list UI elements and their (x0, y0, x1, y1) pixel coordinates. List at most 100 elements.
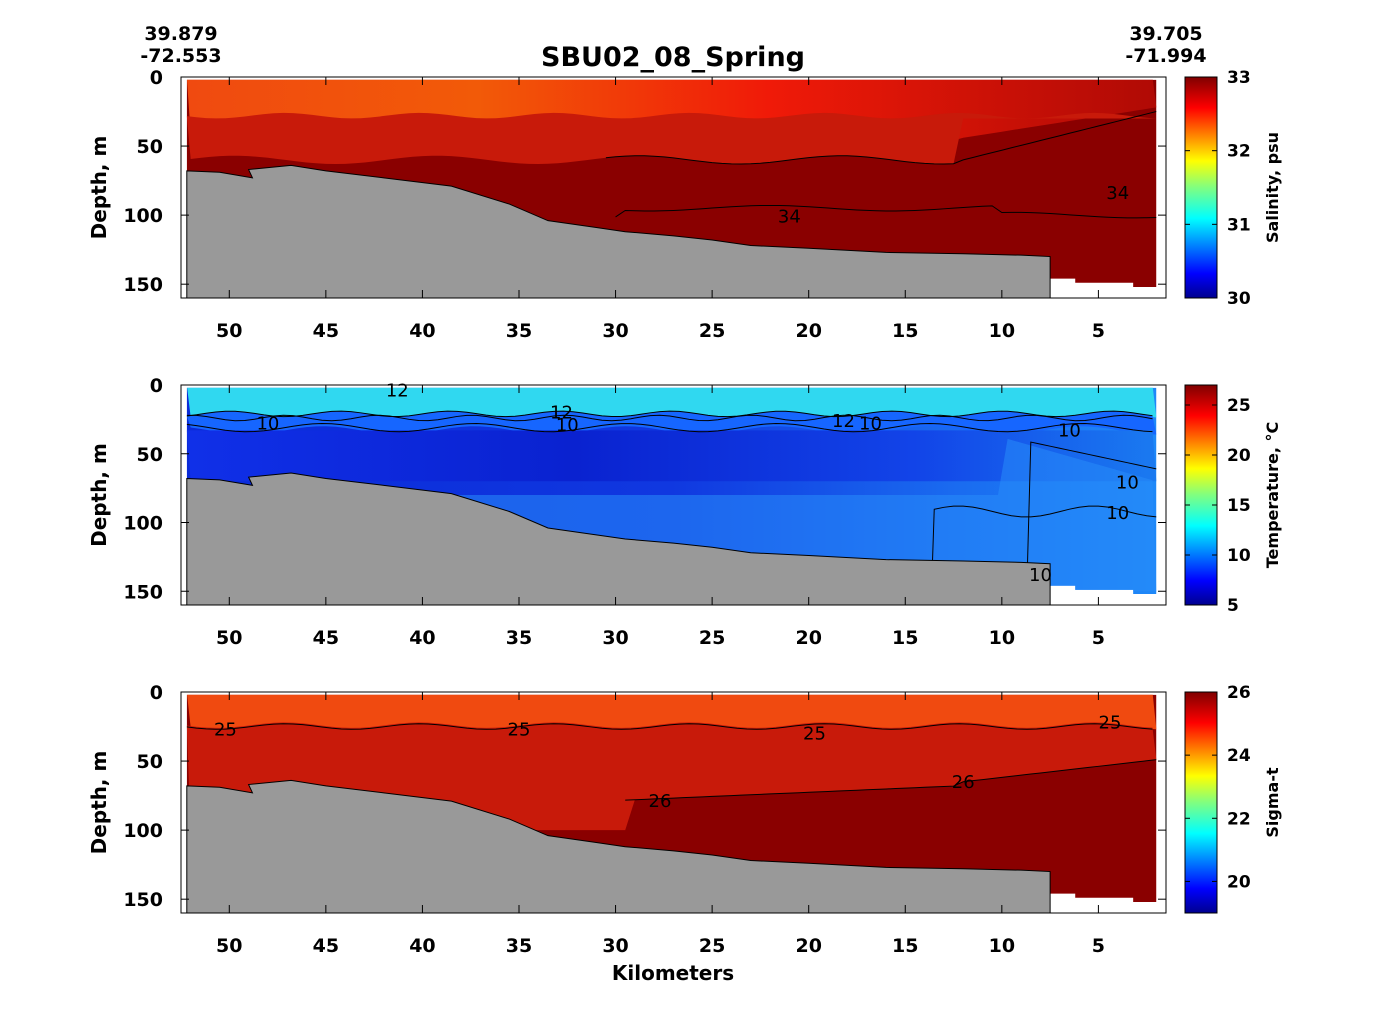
y-tick-label: 100 (123, 513, 163, 535)
colorbar (1184, 384, 1218, 606)
x-tick-label: 20 (795, 627, 821, 649)
contour-10a (186, 414, 1153, 422)
y-tick-label: 100 (123, 820, 163, 842)
contour-10d (924, 505, 1157, 594)
layer-upper (186, 112, 1157, 165)
y-tick-label: 150 (123, 274, 163, 296)
figure-title: SBU02_08_Spring (541, 42, 805, 73)
end-lon: -71.994 (1125, 45, 1206, 67)
contour-label: 34 (778, 207, 801, 228)
x-tick-label: 30 (602, 320, 628, 342)
x-tick-label: 40 (409, 627, 435, 649)
colorbar-label: Temperature, °C (1263, 422, 1282, 568)
colorbar (1184, 691, 1218, 914)
contour-label: 10 (859, 414, 882, 435)
contour-label: 26 (649, 791, 672, 812)
y-axis-label: Depth, m (87, 751, 111, 855)
contour-label: 10 (1106, 503, 1129, 524)
colorbar-tick-label: 26 (1227, 683, 1251, 703)
y-tick-label: 50 (137, 136, 163, 158)
contour-10c (1020, 441, 1157, 594)
start-lon: -72.553 (140, 45, 221, 67)
y-tick-label: 50 (137, 444, 163, 466)
x-tick-label: 5 (1092, 935, 1105, 957)
contour-10b (186, 423, 1153, 433)
colorbar-tick-label: 25 (1227, 396, 1251, 416)
colorbar (1184, 76, 1218, 299)
x-axis-label: Kilometers (612, 961, 734, 985)
contour-34-deep (615, 204, 1157, 219)
contour-label: 10 (1029, 565, 1052, 586)
x-tick-label: 50 (216, 320, 242, 342)
colorbar-tick-label: 15 (1227, 496, 1251, 516)
x-tick-label: 15 (892, 320, 918, 342)
end-lat: 39.705 (1129, 23, 1202, 45)
contour-label: 26 (952, 772, 975, 793)
x-tick-label: 50 (216, 627, 242, 649)
x-tick-label: 25 (699, 627, 725, 649)
layer-surface (186, 387, 1157, 418)
contour-25 (186, 723, 1153, 730)
contour-label: 12 (832, 411, 855, 432)
contour-label: 10 (1116, 473, 1139, 494)
x-tick-label: 50 (216, 935, 242, 957)
colorbar-tick-label: 33 (1227, 68, 1251, 88)
x-tick-label: 25 (699, 935, 725, 957)
x-tick-label: 10 (989, 935, 1015, 957)
contour-label: 25 (214, 719, 237, 740)
x-tick-label: 10 (989, 627, 1015, 649)
y-tick-label: 150 (123, 581, 163, 603)
x-tick-label: 10 (989, 320, 1015, 342)
contour-label: 34 (1106, 183, 1129, 204)
contour-label: 25 (508, 719, 531, 740)
bathymetry (186, 779, 1051, 914)
axes-box (180, 384, 1167, 606)
contour-label: 10 (256, 414, 279, 435)
contour-label: 25 (803, 723, 826, 744)
y-tick-label: 100 (123, 205, 163, 227)
layer-cold-core (186, 430, 1157, 482)
colorbar-tick-label: 20 (1227, 446, 1251, 466)
colorbar-tick-label: 31 (1227, 215, 1251, 235)
contour-label: 10 (1058, 420, 1081, 441)
x-tick-label: 30 (602, 627, 628, 649)
contour-26 (625, 759, 1157, 801)
colorbar-tick-label: 30 (1227, 289, 1251, 309)
axes-box (180, 691, 1167, 914)
x-tick-label: 30 (602, 935, 628, 957)
x-tick-label: 35 (506, 935, 532, 957)
contour-34 (605, 111, 1157, 165)
start-lat: 39.879 (144, 23, 217, 45)
x-tick-label: 40 (409, 935, 435, 957)
y-tick-label: 150 (123, 889, 163, 911)
x-tick-label: 15 (892, 627, 918, 649)
colorbar-label: Salinity, psu (1263, 132, 1282, 243)
x-tick-label: 20 (795, 320, 821, 342)
colorbar-tick-label: 32 (1227, 142, 1251, 162)
colorbar-tick-label: 5 (1227, 596, 1239, 616)
colorbar-tick-label: 22 (1227, 809, 1251, 829)
x-tick-label: 5 (1092, 627, 1105, 649)
y-tick-label: 0 (150, 375, 163, 397)
colorbar-label: Sigma-t (1263, 767, 1282, 838)
x-tick-label: 40 (409, 320, 435, 342)
contour-12 (186, 410, 1153, 418)
x-tick-label: 25 (699, 320, 725, 342)
y-tick-label: 0 (150, 67, 163, 89)
colorbar-tick-label: 24 (1227, 746, 1251, 766)
bathymetry (186, 472, 1051, 606)
x-tick-label: 45 (313, 320, 339, 342)
colorbar-tick-label: 10 (1227, 546, 1251, 566)
x-tick-label: 5 (1092, 320, 1105, 342)
contour-label: 12 (386, 381, 409, 402)
layer-surface (186, 694, 1157, 730)
bathymetry (186, 164, 1051, 299)
x-tick-label: 45 (313, 627, 339, 649)
x-tick-label: 45 (313, 935, 339, 957)
y-axis-label: Depth, m (87, 136, 111, 240)
axes-box (180, 76, 1167, 299)
